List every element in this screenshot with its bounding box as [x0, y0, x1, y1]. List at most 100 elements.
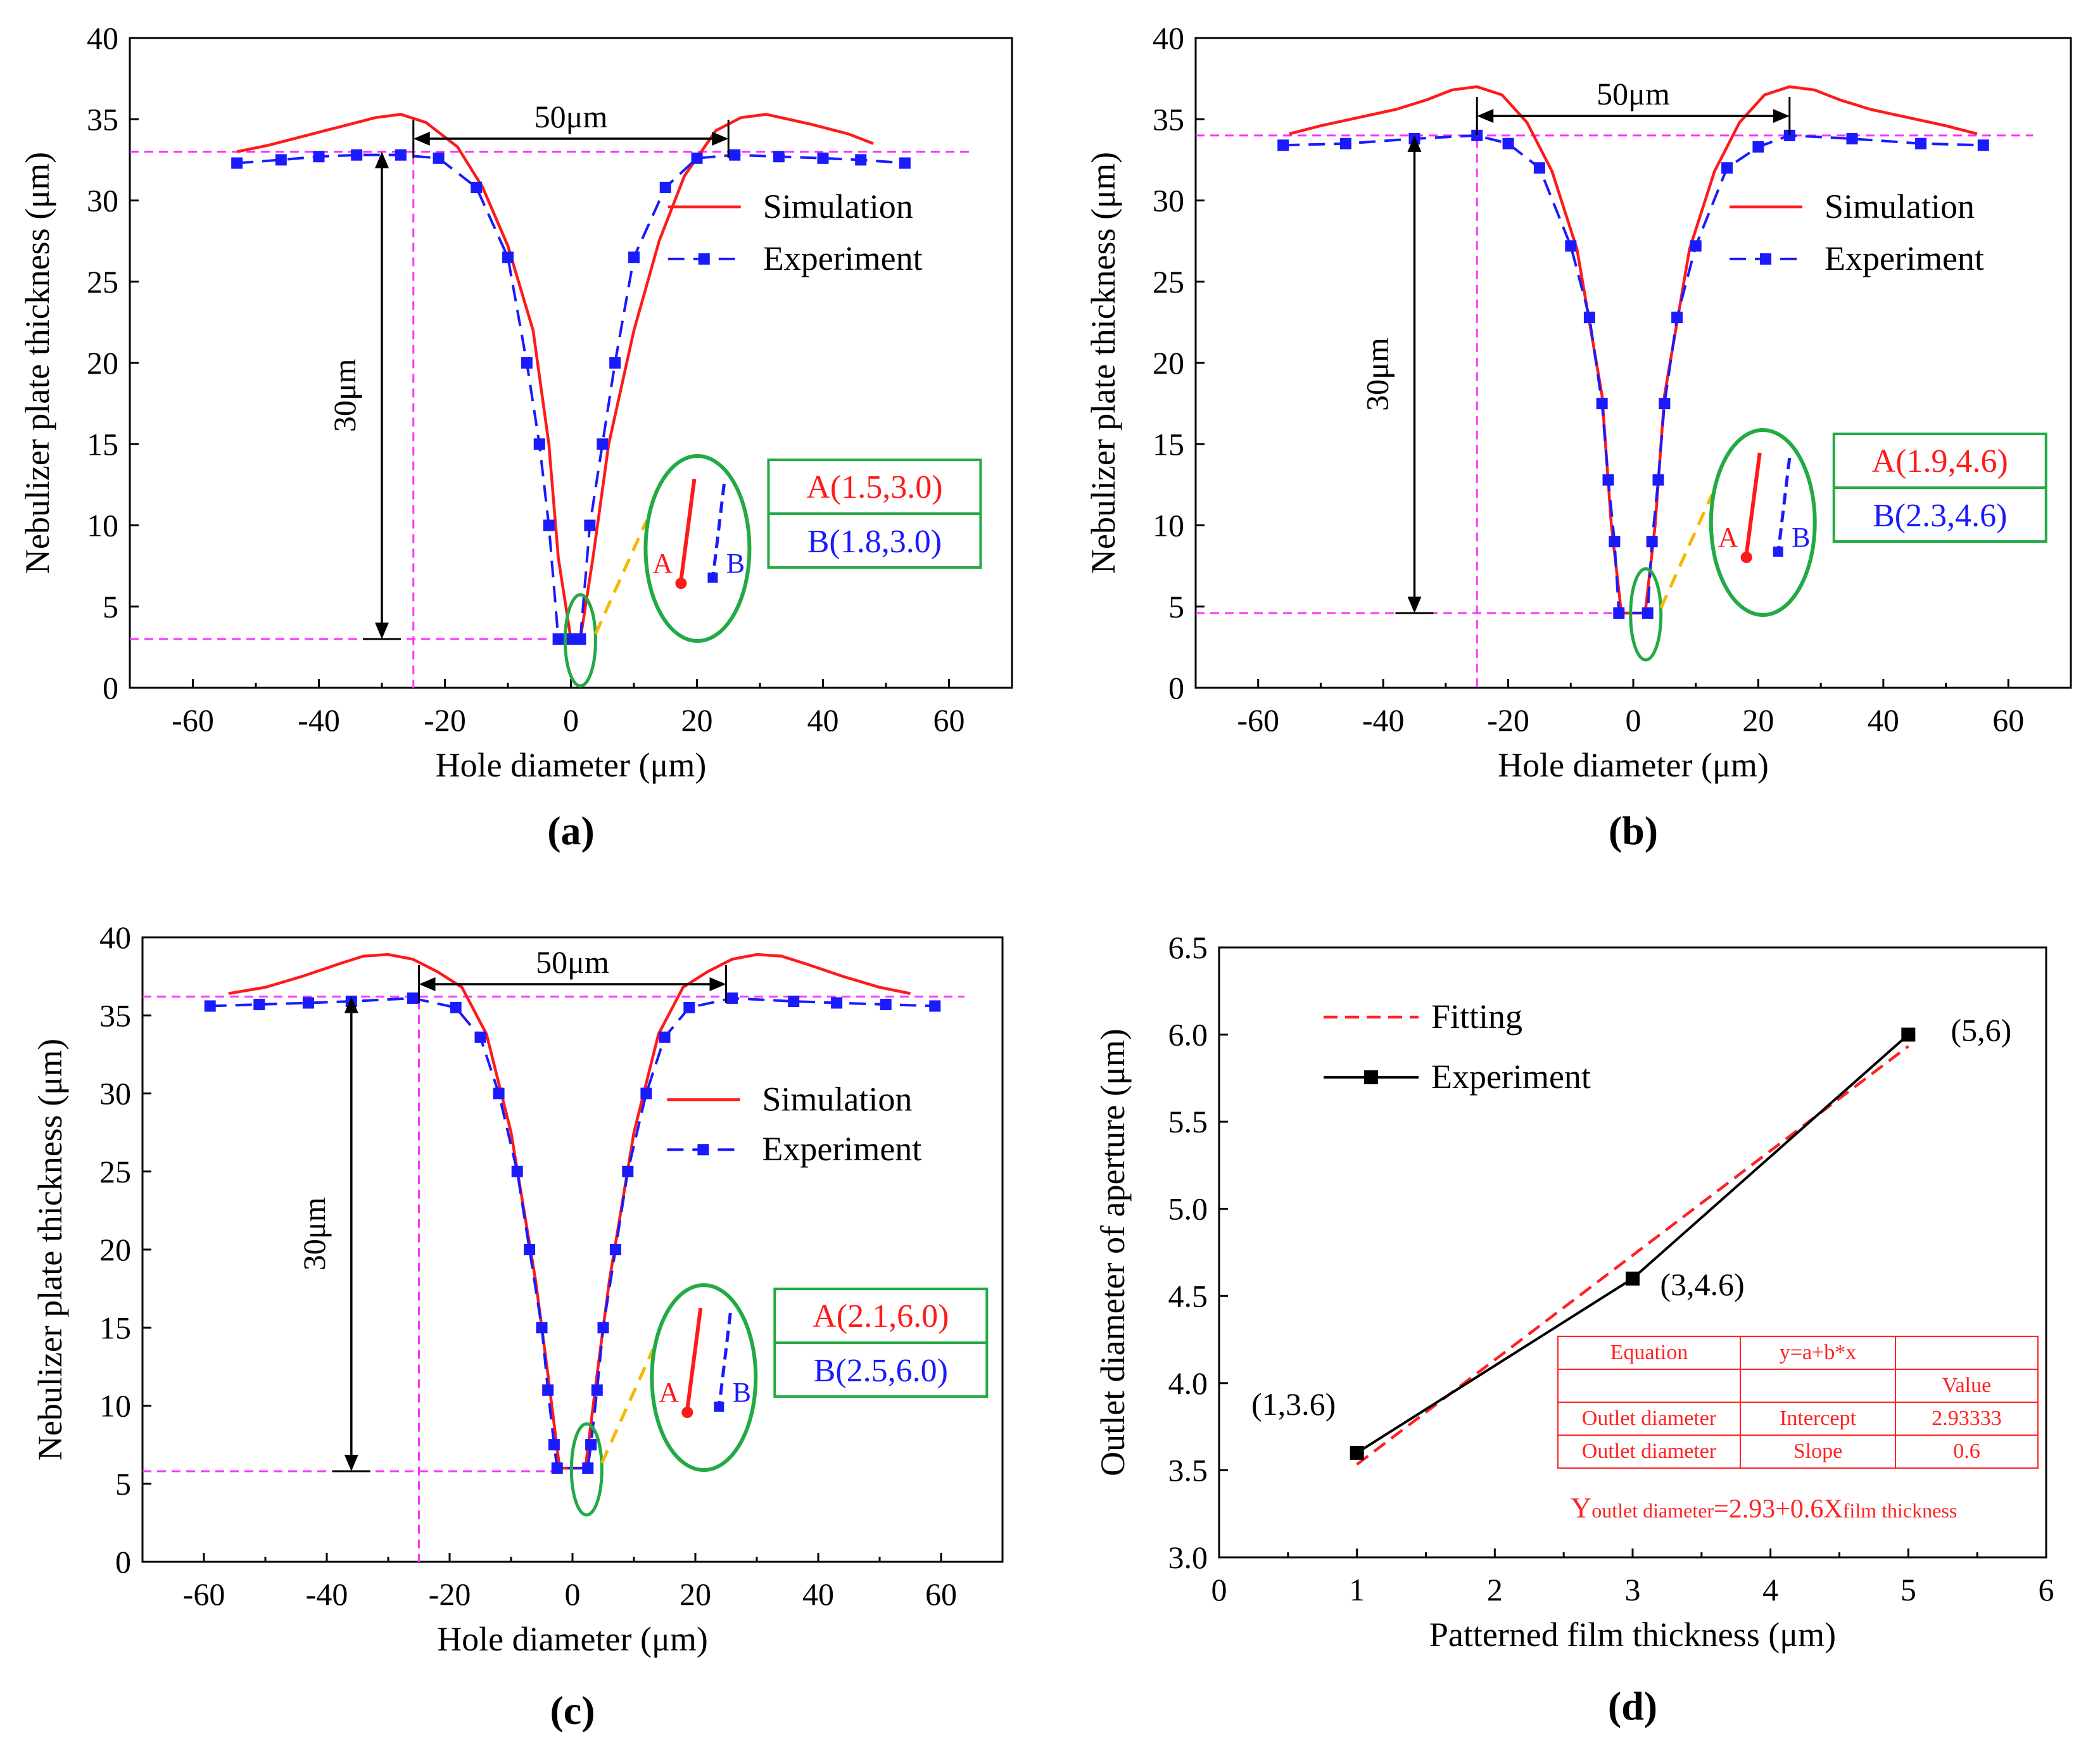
- fit-formula-y: Y: [1571, 1492, 1591, 1524]
- experiment-point: [1277, 139, 1289, 151]
- zoom-connector: [594, 519, 648, 635]
- zoom-ellipse-icon: [1709, 428, 1817, 618]
- experiment-point: [899, 157, 911, 169]
- series-simulation-line: [236, 113, 874, 641]
- experiment-point: [533, 438, 545, 450]
- height-label: 30μm: [1360, 338, 1395, 411]
- x-tick-label: -20: [424, 702, 466, 738]
- y-tick-label: 35: [99, 998, 131, 1033]
- x-axis-label: Patterned film thickness (μm): [1429, 1616, 1836, 1654]
- y-tick-label: 10: [1153, 508, 1184, 543]
- experiment-point: [395, 149, 407, 161]
- experiment-point: [502, 251, 514, 263]
- y-tick-label: 25: [99, 1154, 131, 1189]
- x-tick-label: -40: [306, 1576, 348, 1612]
- fit-table-cell: Slope: [1793, 1440, 1842, 1463]
- coord-a-label: A(1.5,3.0): [806, 469, 942, 505]
- panel-label: (b): [1609, 808, 1658, 853]
- double-arrow-icon: [1407, 135, 1422, 152]
- experiment-point: [521, 357, 533, 369]
- x-tick-label: -60: [183, 1576, 225, 1612]
- y-tick-label: 20: [87, 345, 118, 381]
- fit-table-cell: Value: [1942, 1374, 1991, 1397]
- x-tick-label: 40: [807, 702, 839, 738]
- zoom-experiment-line: [711, 483, 726, 574]
- x-tick-label: 2: [1487, 1572, 1503, 1607]
- legend-simulation-label: Simulation: [762, 1080, 912, 1118]
- x-tick-label: -60: [1237, 702, 1279, 738]
- x-tick-label: 0: [1211, 1572, 1227, 1607]
- y-tick-label: 10: [87, 508, 118, 543]
- y-tick-label: 40: [99, 920, 131, 955]
- y-tick-label: 15: [99, 1310, 131, 1345]
- y-tick-label: 25: [87, 264, 118, 300]
- y-tick-label: 5: [103, 589, 118, 624]
- experiment-point: [1502, 137, 1514, 149]
- experiment-point: [1846, 133, 1858, 145]
- zoom-label-b: B: [1792, 522, 1810, 553]
- y-tick-label: 5: [1168, 589, 1184, 624]
- fit-table: Equation y=a+b*x Value Outlet diameter Inter…: [1557, 1336, 2039, 1469]
- x-tick-label: 3: [1625, 1572, 1641, 1607]
- experiment-point: [552, 633, 564, 645]
- double-arrow-icon: [419, 977, 436, 991]
- fit-formula-eq: =2.93+0.6X: [1714, 1495, 1843, 1524]
- x-tick-label: 1: [1349, 1572, 1365, 1607]
- double-arrow-icon: [344, 996, 358, 1013]
- plot-frame: [129, 37, 1013, 689]
- double-arrow-icon: [344, 1455, 358, 1472]
- experiment-point: [302, 997, 314, 1009]
- zoom-label-b: B: [726, 548, 745, 579]
- fit-table-cell: Outlet diameter: [1582, 1407, 1717, 1430]
- legend-experiment-marker: [1364, 1070, 1378, 1084]
- zoom-connector: [600, 1348, 655, 1464]
- y-tick-label: 40: [87, 20, 118, 56]
- experiment-point: [622, 1165, 634, 1177]
- experiment-point: [1783, 129, 1795, 141]
- zoom-point-a: [681, 1407, 693, 1419]
- zoom-label-a: A: [1718, 522, 1738, 553]
- experiment-point: [582, 1462, 594, 1474]
- legend-experiment-marker: [698, 253, 710, 265]
- y-tick-label: 6.5: [1168, 930, 1208, 965]
- panel-label: (c): [550, 1688, 595, 1733]
- coord-a-label: A(1.9,4.6): [1872, 443, 2008, 479]
- experiment-point: [1533, 162, 1545, 174]
- double-arrow-icon: [413, 132, 430, 146]
- double-arrow-icon: [375, 151, 389, 168]
- width-label: 50μm: [1597, 76, 1670, 111]
- double-arrow-icon: [1773, 109, 1790, 124]
- y-tick-label: 0: [1168, 670, 1184, 706]
- experiment-point: [542, 1384, 554, 1396]
- coord-b-label: B(2.3,4.6): [1873, 498, 2007, 534]
- zoom-label-a: A: [653, 548, 673, 579]
- experiment-point: [1596, 398, 1608, 410]
- experiment-point: [493, 1087, 505, 1099]
- experiment-point: [536, 1322, 548, 1334]
- experiment-point: [597, 1322, 609, 1334]
- double-arrow-icon: [1477, 109, 1494, 124]
- experiment-point: [584, 519, 596, 531]
- experiment-point: [1752, 141, 1764, 153]
- experiment-point: [1977, 139, 1989, 151]
- experiment-point: [407, 992, 419, 1004]
- x-tick-label: -20: [1487, 702, 1529, 738]
- fit-table-cell: Outlet diameter: [1582, 1440, 1717, 1463]
- y-tick-label: 35: [87, 101, 118, 137]
- experiment-point: [609, 357, 621, 369]
- legend-experiment-label: Experiment: [762, 1130, 921, 1168]
- experiment-point: [691, 152, 703, 164]
- y-axis-label: Nebulizer plate thickness (μm): [31, 1039, 69, 1460]
- y-tick-label: 30: [1153, 183, 1184, 218]
- x-tick-label: 60: [1992, 702, 2024, 738]
- x-tick-label: -20: [429, 1576, 471, 1612]
- panel-c: -60 -40 -20 0 20 40 60 0 5 10 15 20 25 30 35 40 Hole dia…: [31, 920, 1004, 1733]
- experiment-point: [1652, 474, 1664, 486]
- y-axis-label: Nebulizer plate thickness (μm): [18, 152, 56, 574]
- x-axis-label: Hole diameter (μm): [436, 746, 707, 784]
- y-tick-label: 20: [99, 1232, 131, 1267]
- coord-b-label: B(2.5,6.0): [814, 1353, 948, 1389]
- y-tick-label: 15: [87, 426, 118, 462]
- y-tick-label: 30: [87, 183, 118, 218]
